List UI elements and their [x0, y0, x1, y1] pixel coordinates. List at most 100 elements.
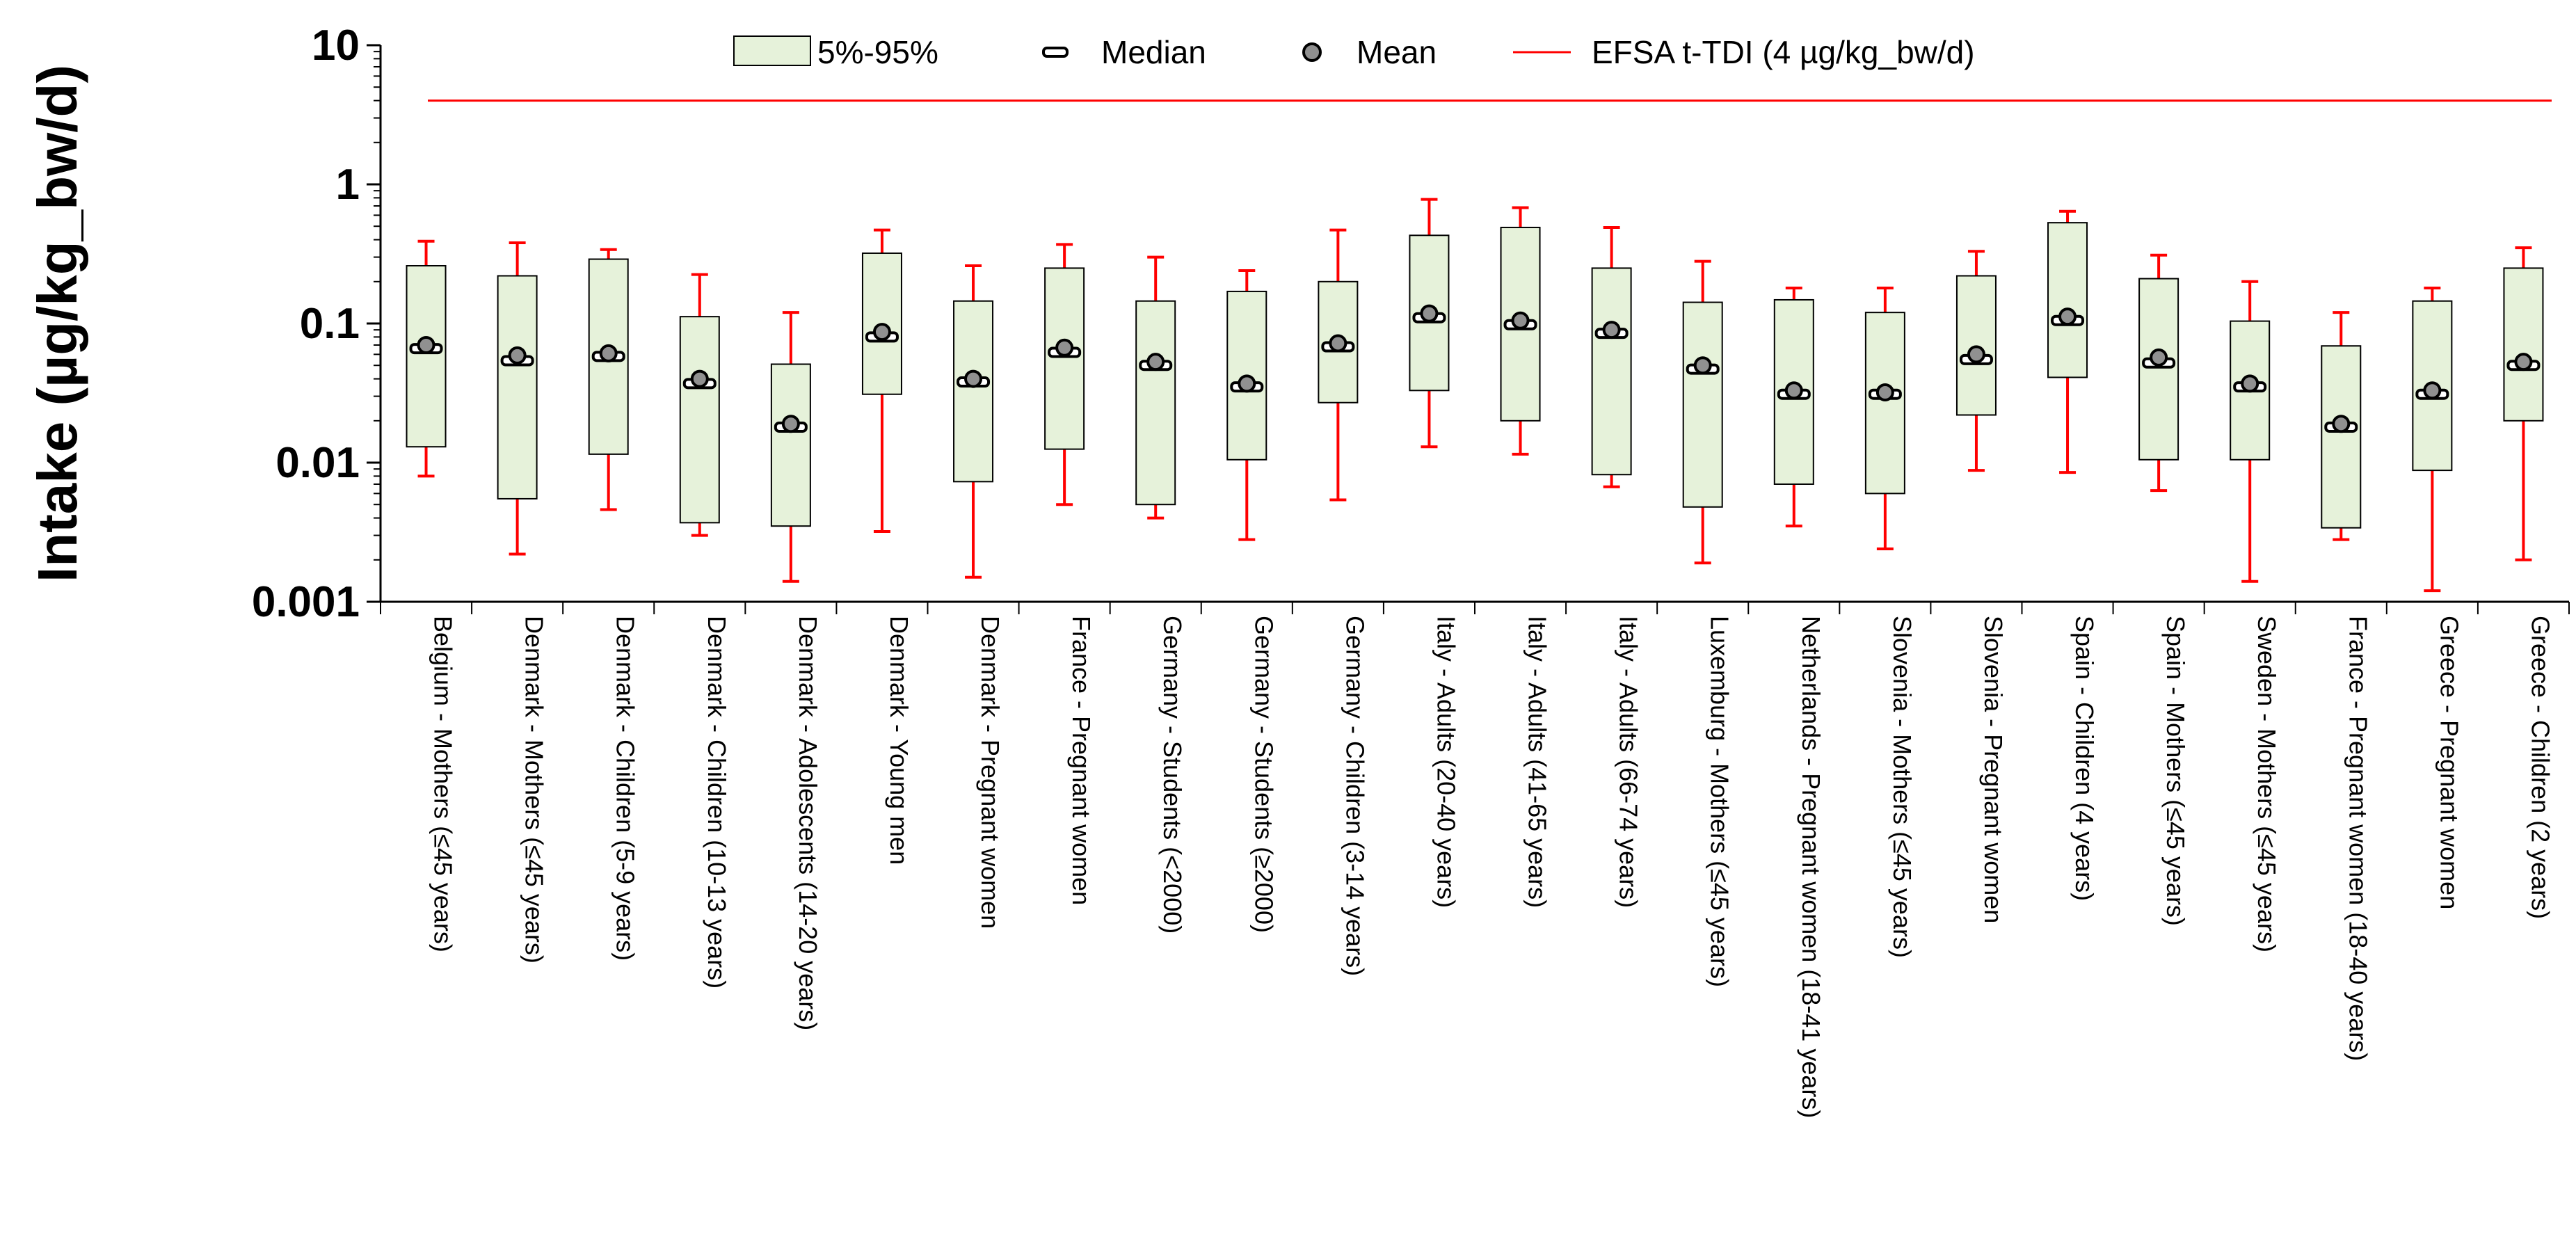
x-tick-label: Denmark - Young men	[885, 616, 913, 865]
x-tick-label: Slovenia - Pregnant women	[1979, 616, 2008, 923]
x-tick-label: Denmark - Children (5-9 years)	[611, 616, 640, 961]
x-tick-label: Spain - Mothers (≤45 years)	[2161, 616, 2190, 926]
box-group	[1864, 286, 1905, 550]
x-tick-label: Denmark - Pregnant women	[976, 616, 1005, 929]
mean-marker	[1693, 356, 1712, 375]
mean-marker	[781, 415, 800, 433]
x-tick-label: Germany - Students (≥2000)	[1249, 616, 1278, 933]
box-group	[1318, 228, 1359, 502]
box-group	[770, 311, 811, 583]
box-5-95-range	[1682, 301, 1723, 508]
y-ticks: 0.001 0.01 0.1 1 10	[252, 22, 381, 626]
x-tick-label: Slovenia - Mothers (≤45 years)	[1888, 616, 1917, 958]
box-group	[1500, 206, 1541, 456]
mean-marker	[599, 344, 618, 362]
box-group	[1409, 198, 1450, 449]
box-group	[2503, 246, 2544, 561]
box-5-95-range	[953, 300, 994, 483]
legend: 5%-95% Median Mean EFSA t-TDI (4 µg/kg_b…	[733, 34, 1975, 70]
y-tick-label: 0.001	[252, 578, 360, 626]
x-tick-label: Germany - Children (3-14 years)	[1341, 616, 1369, 976]
box-5-95-range	[1591, 267, 1632, 476]
x-tick-label: Spain - Children (4 years)	[2070, 616, 2099, 901]
box-group	[1044, 243, 1085, 506]
mean-marker	[1420, 304, 1439, 323]
x-tick-label: France - Pregnant women (18-40 years)	[2344, 616, 2372, 1061]
legend-median-swatch	[1042, 47, 1069, 58]
mean-marker	[1329, 334, 1347, 353]
box-group	[588, 248, 629, 511]
mean-marker	[2241, 374, 2259, 393]
box-group	[1955, 250, 1997, 472]
box-5-95-range	[1135, 300, 1176, 506]
box-group	[2321, 311, 2362, 541]
box-5-95-range	[1044, 267, 1085, 450]
box-5-95-range	[1864, 312, 1905, 495]
box-group	[1591, 225, 1632, 488]
y-tick-label: 0.01	[275, 439, 360, 487]
mean-marker	[1602, 321, 1621, 339]
x-tick-label: Denmark - Mothers (≤45 years)	[520, 616, 549, 964]
legend-range-label: 5%-95%	[817, 34, 938, 70]
boxes	[406, 198, 2544, 593]
y-tick-label: 0.1	[300, 300, 360, 348]
legend-reference-label: EFSA t-TDI (4 µg/kg_bw/d)	[1592, 34, 1975, 70]
box-5-95-range	[2047, 222, 2088, 378]
box-5-95-range	[406, 265, 447, 448]
mean-marker	[1875, 383, 1894, 401]
box-5-95-range	[770, 363, 811, 527]
x-tick-label: France - Pregnant women	[1067, 616, 1096, 905]
x-tick-label: Italy - Adults (20-40 years)	[1432, 616, 1460, 908]
x-ticks: Belgium - Mothers (≤45 years) Denmark - M…	[380, 602, 2570, 1118]
box-group	[679, 273, 720, 537]
y-tick-label: 1	[336, 161, 360, 209]
legend-mean-label: Mean	[1357, 34, 1437, 70]
box-group	[953, 264, 994, 579]
x-tick-label: Belgium - Mothers (≤45 years)	[429, 616, 458, 952]
box-group	[1135, 255, 1176, 520]
x-tick-label: Germany - Students (<2000)	[1158, 616, 1187, 934]
y-axis-label: Intake (µg/kg_bw/d)	[26, 65, 88, 582]
box-group	[861, 228, 902, 533]
box-5-95-range	[679, 316, 720, 524]
x-tick-label: Sweden - Mothers (≤45 years)	[2253, 616, 2281, 952]
mean-marker	[2423, 381, 2442, 400]
box-group	[2138, 253, 2179, 493]
mean-marker	[1055, 338, 1074, 357]
box-group	[2412, 286, 2453, 593]
x-tick-label: Italy - Adults (66-74 years)	[1615, 616, 1643, 908]
mean-marker	[1238, 374, 1256, 393]
mean-marker	[690, 369, 709, 388]
mean-marker	[964, 369, 983, 388]
box-group	[1226, 269, 1267, 541]
mean-marker	[872, 323, 891, 342]
x-tick-label: Luxemburg - Mothers (≤45 years)	[1706, 616, 1734, 987]
legend-mean-marker	[1302, 42, 1322, 62]
box-group	[497, 241, 538, 556]
x-tick-label: Denmark - Children (10-13 years)	[703, 616, 731, 989]
x-tick-label: Netherlands - Pregnant women (18-41 year…	[1797, 616, 1825, 1118]
x-tick-label: Greece - Pregnant women	[2435, 616, 2463, 909]
mean-marker	[2514, 353, 2533, 371]
y-minor-ticks	[374, 51, 381, 561]
mean-marker	[2150, 348, 2168, 367]
box-group	[1773, 286, 1814, 528]
mean-marker	[1511, 311, 1530, 330]
y-tick-label: 10	[312, 22, 360, 70]
mean-marker	[1967, 345, 1985, 364]
x-tick-label: Italy - Adults (41-65 years)	[1523, 616, 1552, 908]
box-group	[2230, 280, 2271, 583]
mean-marker	[1146, 353, 1165, 371]
box-5-95-range	[2321, 345, 2362, 529]
box-group	[2047, 209, 2088, 474]
box-group	[1682, 259, 1723, 565]
x-tick-label: Greece - Children (2 years)	[2526, 616, 2554, 919]
box-group	[406, 239, 447, 478]
x-tick-label: Denmark - Adolescents (14-20 years)	[794, 616, 822, 1030]
mean-marker	[417, 335, 435, 354]
box-5-95-range	[497, 275, 538, 499]
box-5-95-range	[2138, 278, 2179, 461]
mean-marker	[2332, 415, 2351, 433]
